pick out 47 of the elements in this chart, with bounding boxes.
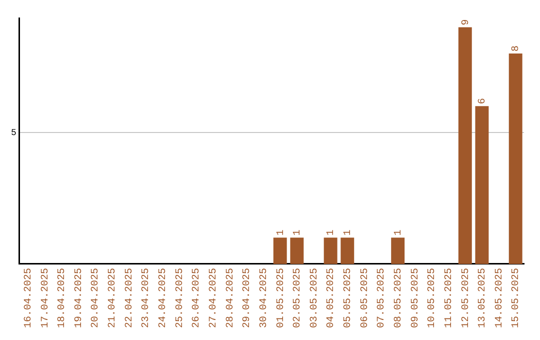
x-tick-label: 16.04.2025 bbox=[23, 268, 34, 328]
bar bbox=[458, 27, 472, 264]
x-tick-label: 12.05.2025 bbox=[460, 268, 472, 328]
x-tick-label: 13.05.2025 bbox=[478, 268, 489, 328]
x-tick-label: 11.05.2025 bbox=[444, 268, 455, 328]
data-label: 1 bbox=[276, 230, 287, 236]
bar bbox=[508, 54, 522, 264]
x-tick-label: 28.04.2025 bbox=[225, 268, 236, 328]
x-tick-label: 10.05.2025 bbox=[427, 268, 438, 328]
x-tick-label: 02.05.2025 bbox=[292, 268, 304, 328]
x-tick-label: 14.05.2025 bbox=[494, 268, 506, 328]
x-tick-label: 26.04.2025 bbox=[192, 268, 203, 328]
y-tick-label: 5 bbox=[10, 128, 16, 138]
x-tick-label: 15.05.2025 bbox=[511, 268, 522, 328]
x-tick-label: 24.04.2025 bbox=[158, 268, 170, 328]
bar bbox=[273, 238, 287, 264]
x-tick-label: 08.05.2025 bbox=[393, 268, 404, 328]
x-tick-label: 09.05.2025 bbox=[410, 268, 422, 328]
data-label: 1 bbox=[292, 230, 304, 236]
x-tick-label: 21.04.2025 bbox=[108, 268, 119, 328]
data-label: 6 bbox=[478, 98, 489, 104]
x-tick-label: 06.05.2025 bbox=[360, 268, 371, 328]
bar bbox=[290, 238, 304, 264]
x-tick-label: 03.05.2025 bbox=[309, 268, 320, 328]
data-label: 1 bbox=[326, 230, 338, 236]
x-tick-label: 07.05.2025 bbox=[376, 268, 388, 328]
x-tick-label: 27.04.2025 bbox=[208, 268, 220, 328]
bar bbox=[340, 238, 354, 264]
data-label: 8 bbox=[511, 46, 522, 52]
data-label: 9 bbox=[460, 19, 472, 26]
x-tick-label: 22.04.2025 bbox=[124, 268, 136, 328]
data-label: 1 bbox=[393, 230, 404, 236]
x-tick-label: 01.05.2025 bbox=[276, 268, 287, 328]
x-tick-label: 30.04.2025 bbox=[258, 268, 270, 328]
x-tick-label: 17.04.2025 bbox=[40, 268, 52, 328]
bar bbox=[324, 238, 338, 264]
x-tick-label: 29.04.2025 bbox=[242, 268, 254, 328]
x-tick-label: 05.05.2025 bbox=[343, 268, 354, 328]
x-tick-label: 25.04.2025 bbox=[174, 268, 186, 328]
bar bbox=[391, 238, 405, 264]
data-label: 1 bbox=[343, 230, 354, 236]
x-tick-label: 18.04.2025 bbox=[57, 268, 68, 328]
x-tick-label: 19.04.2025 bbox=[74, 268, 85, 328]
x-tick-label: 04.05.2025 bbox=[326, 268, 338, 328]
x-tick-label: 20.04.2025 bbox=[90, 268, 102, 328]
bar bbox=[475, 106, 489, 264]
x-tick-label: 23.04.2025 bbox=[141, 268, 152, 328]
